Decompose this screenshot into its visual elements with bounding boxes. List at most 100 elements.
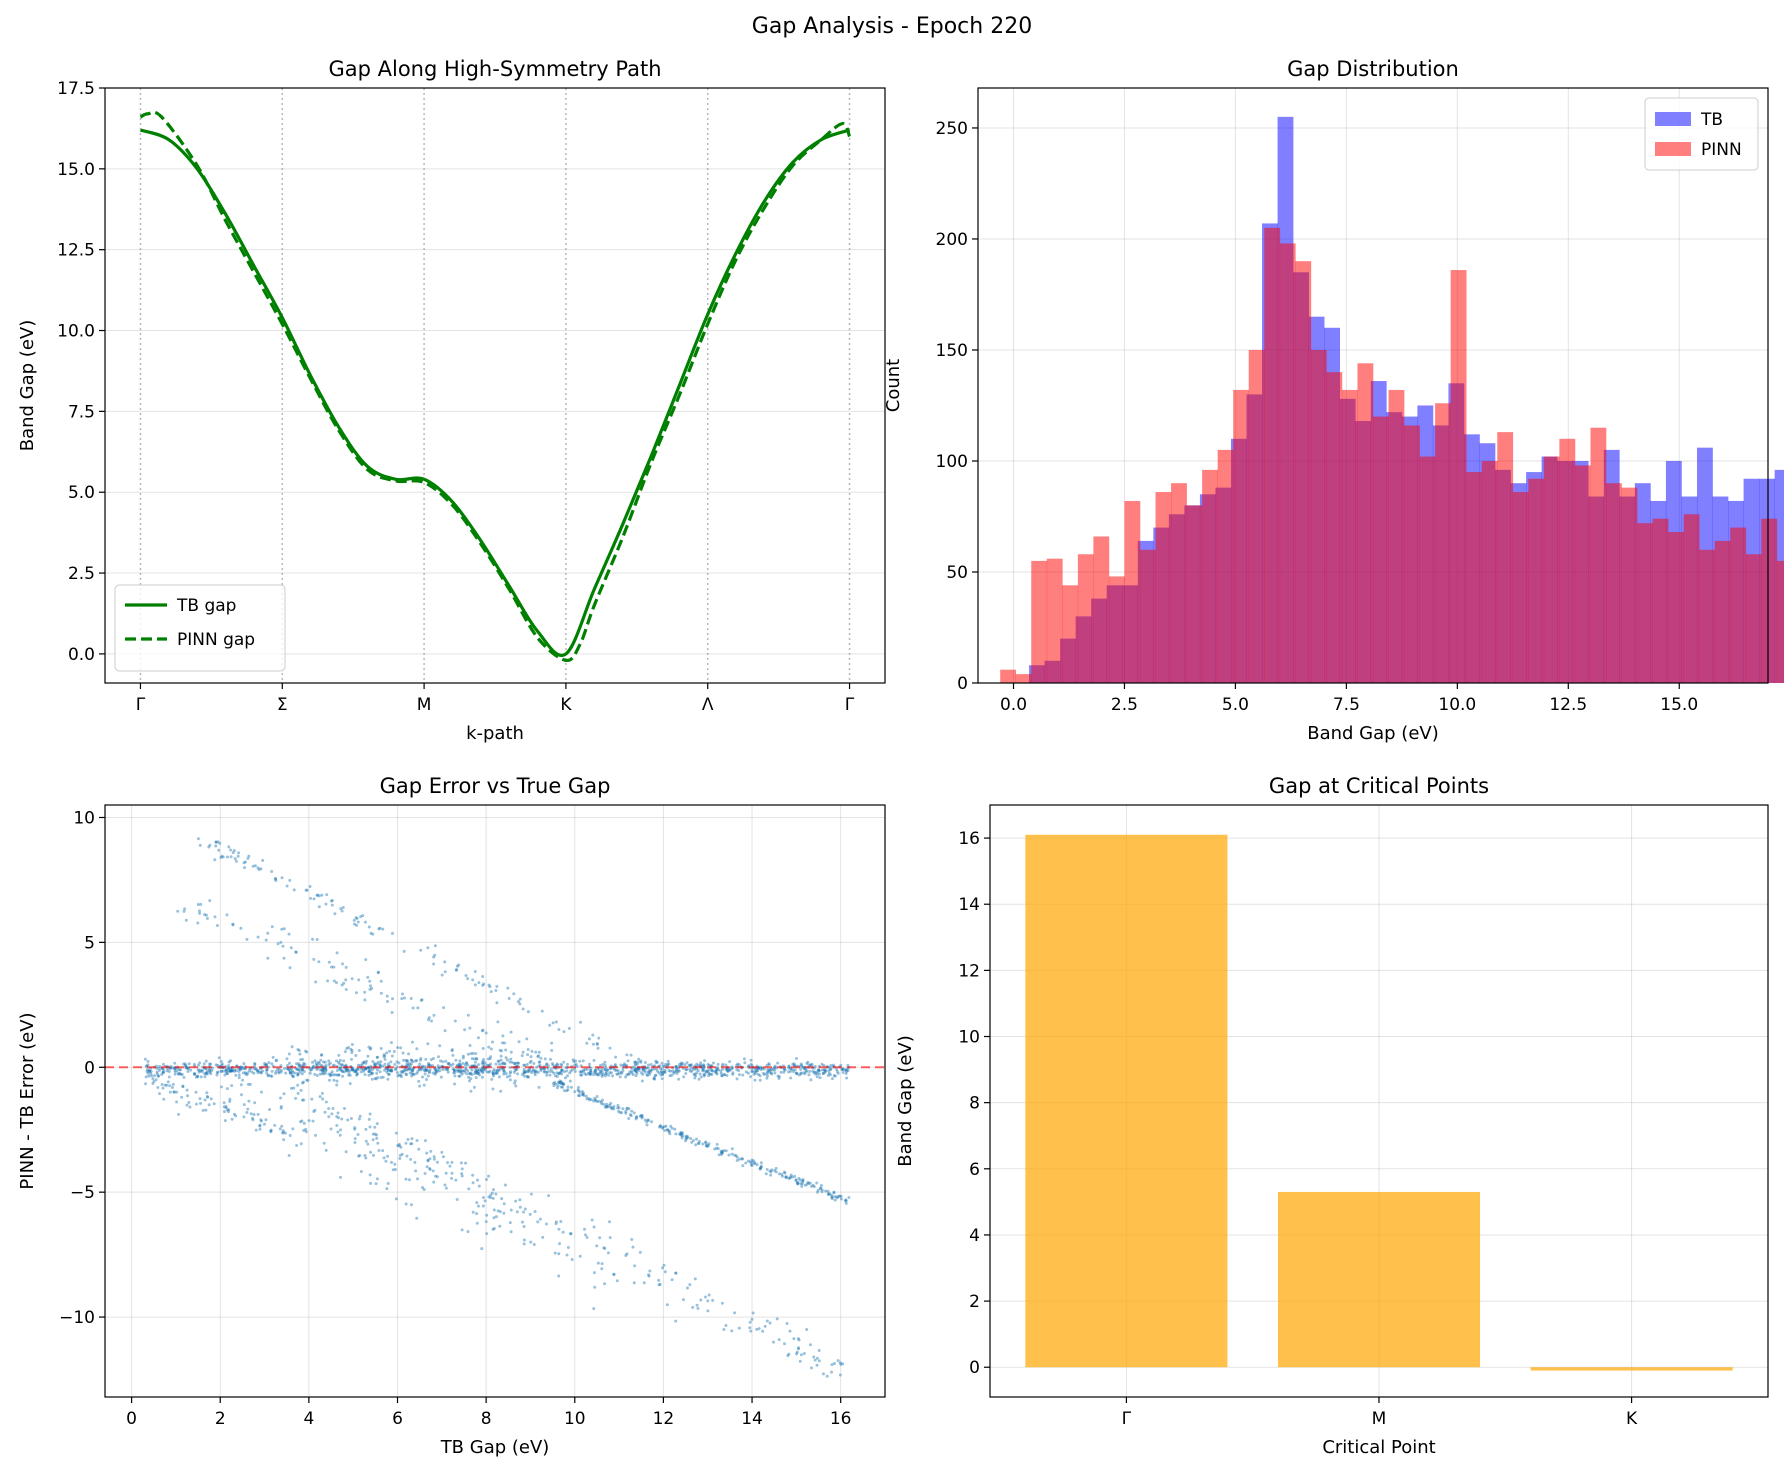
scatter-point (799, 1071, 803, 1075)
scatter-point (693, 1076, 697, 1080)
scatter-point (400, 1069, 404, 1073)
scatter-point (593, 1098, 597, 1102)
x-tick-label: 6 (392, 1409, 403, 1429)
scatter-point (438, 1069, 442, 1073)
scatter-point (371, 1067, 375, 1071)
scatter-point (816, 1068, 820, 1072)
scatter-point (796, 1337, 800, 1341)
scatter-point (427, 1070, 431, 1074)
scatter-point (562, 1030, 566, 1034)
scatter-point (351, 1067, 355, 1071)
scatter-point (534, 1050, 538, 1054)
scatter-point (789, 1076, 793, 1080)
scatter-point (661, 1073, 665, 1077)
scatter-point (563, 1076, 567, 1080)
scatter-point (771, 1340, 775, 1344)
scatter-point (365, 1059, 369, 1063)
scatter-point (809, 1078, 813, 1082)
scatter-point (364, 958, 368, 962)
scatter-point (775, 1317, 779, 1321)
scatter-point (640, 1113, 644, 1117)
scatter-point (464, 974, 468, 978)
scatter-point (290, 1045, 294, 1049)
scatter-point (707, 1293, 711, 1297)
scatter-point (810, 1184, 814, 1188)
scatter-point (225, 1108, 229, 1112)
histogram-bar (1171, 483, 1187, 683)
scatter-point (217, 1056, 221, 1060)
scatter-point (537, 1085, 541, 1089)
scatter-point (216, 1070, 220, 1074)
scatter-point (466, 1013, 470, 1017)
scatter-point (795, 1181, 799, 1185)
scatter-point (184, 1066, 188, 1070)
scatter-point (637, 1069, 641, 1073)
chart-title: Gap Error vs True Gap (380, 774, 611, 798)
scatter-point (570, 1085, 574, 1089)
scatter-point (424, 1057, 428, 1061)
scatter-point (247, 1069, 251, 1073)
scatter-point (550, 1070, 554, 1074)
scatter-point (288, 966, 292, 970)
scatter-point (410, 1137, 414, 1141)
scatter-point (219, 1069, 223, 1073)
scatter-point (707, 1142, 711, 1146)
scatter-point (386, 1077, 390, 1081)
grid-lines (105, 87, 885, 655)
scatter-point (246, 856, 250, 860)
scatter-point (838, 1194, 842, 1198)
scatter-point (692, 1072, 696, 1076)
scatter-point (330, 1070, 334, 1074)
scatter-point (291, 1070, 295, 1074)
scatter-point (630, 1238, 634, 1242)
scatter-point (402, 949, 406, 953)
scatter-point (502, 1202, 506, 1206)
y-axis-label: PINN - TB Error (eV) (17, 1012, 38, 1189)
scatter-point (559, 1080, 563, 1084)
scatter-point (557, 1072, 561, 1076)
scatter-point (668, 1069, 672, 1073)
scatter-point (385, 1000, 389, 1004)
scatter-point (399, 1145, 403, 1149)
scatter-point (166, 1080, 170, 1084)
scatter-point (796, 1347, 800, 1351)
scatter-point (835, 1195, 839, 1199)
scatter-point (196, 1074, 200, 1078)
scatter-point (268, 1107, 272, 1111)
scatter-point (453, 1071, 457, 1075)
scatter-point (227, 1069, 231, 1073)
scatter-point (589, 1072, 593, 1076)
scatter-point (422, 1187, 426, 1191)
scatter-point (701, 1142, 705, 1146)
scatter-point (730, 1147, 734, 1151)
scatter-point (768, 1169, 772, 1173)
scatter-point (815, 1356, 819, 1360)
scatter-point (693, 1072, 697, 1076)
scatter-point (581, 1092, 585, 1096)
scatter-point (818, 1076, 822, 1080)
scatter-point (494, 1072, 498, 1076)
scatter-point (663, 1070, 667, 1074)
scatter-point (424, 1068, 428, 1072)
scatter-point (653, 1077, 657, 1081)
scatter-point (618, 1111, 622, 1115)
scatter-point (408, 1071, 412, 1075)
scatter-point (794, 1071, 798, 1075)
scatter-point (404, 1058, 408, 1062)
scatter-point (425, 1151, 429, 1155)
scatter-point (580, 1093, 584, 1097)
scatter-point (731, 1066, 735, 1070)
histogram-bar (1295, 261, 1312, 683)
scatter-point (606, 1068, 610, 1072)
scatter-point (311, 1119, 315, 1123)
scatter-point (451, 1067, 455, 1071)
scatter-point (436, 1064, 440, 1068)
scatter-point (425, 1069, 429, 1073)
scatter-point (203, 1075, 207, 1079)
scatter-point (536, 1055, 540, 1059)
scatter-point (315, 1073, 319, 1077)
scatter-point (338, 1058, 342, 1062)
scatter-point (724, 1063, 728, 1067)
scatter-point (229, 848, 233, 852)
scatter-point (813, 1070, 817, 1074)
